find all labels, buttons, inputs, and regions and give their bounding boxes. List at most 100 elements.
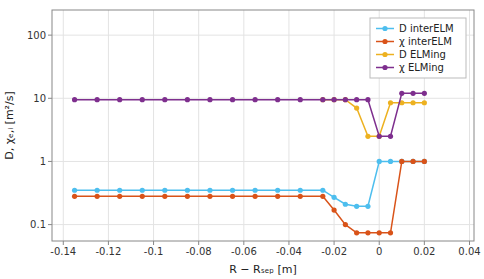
x-grid-line xyxy=(153,10,154,241)
legend-label: χ interELM xyxy=(399,36,452,47)
series-point xyxy=(72,188,77,193)
series-point xyxy=(354,97,359,102)
series-point xyxy=(388,100,393,105)
series-point xyxy=(95,188,100,193)
legend-label: D interELM xyxy=(399,23,454,34)
x-grid-line xyxy=(243,10,244,241)
series-point xyxy=(377,230,382,235)
x-grid-line xyxy=(108,10,109,241)
series-point xyxy=(230,188,235,193)
series-point xyxy=(253,194,258,199)
series-point xyxy=(331,97,336,102)
x-tick-label: -0.14 xyxy=(50,246,76,257)
series xyxy=(72,159,427,209)
series-point xyxy=(343,97,348,102)
y-grid-line xyxy=(52,98,474,99)
series-point xyxy=(399,159,404,164)
series-point xyxy=(354,105,359,110)
series-point xyxy=(253,97,258,102)
series-point xyxy=(275,188,280,193)
series-point xyxy=(298,194,303,199)
series-point xyxy=(207,188,212,193)
series-point xyxy=(331,195,336,200)
series-point xyxy=(388,230,393,235)
x-tick xyxy=(63,241,64,245)
series-point xyxy=(72,194,77,199)
series-point xyxy=(95,194,100,199)
series-point xyxy=(207,194,212,199)
y-tick xyxy=(48,224,52,225)
y-tick-label: 100 xyxy=(27,30,46,41)
series-point xyxy=(388,134,393,139)
x-tick-label: 0 xyxy=(376,246,382,257)
series-point xyxy=(365,204,370,209)
x-tick xyxy=(424,241,425,245)
grid xyxy=(52,10,474,241)
series xyxy=(72,91,427,139)
y-tick xyxy=(48,161,52,162)
series-point xyxy=(230,194,235,199)
x-tick xyxy=(334,241,335,245)
x-tick-label: -0.02 xyxy=(321,246,347,257)
legend-marker xyxy=(382,26,387,31)
series-point xyxy=(117,194,122,199)
series-point xyxy=(95,97,100,102)
y-tick xyxy=(48,98,52,99)
series-point xyxy=(275,194,280,199)
series-line xyxy=(75,161,425,206)
legend-label: χ ELMing xyxy=(399,62,444,73)
legend-marker xyxy=(382,39,387,44)
x-tick-label: -0.04 xyxy=(276,246,302,257)
series-point xyxy=(253,188,258,193)
series xyxy=(72,159,427,236)
series-point xyxy=(410,91,415,96)
series-line xyxy=(75,161,425,232)
legend-marker xyxy=(382,65,387,70)
series-point xyxy=(377,159,382,164)
series-point xyxy=(117,188,122,193)
x-tick xyxy=(198,241,199,245)
x-tick xyxy=(153,241,154,245)
series-point xyxy=(298,97,303,102)
x-grid-line xyxy=(469,10,470,241)
series-point xyxy=(410,100,415,105)
series-point xyxy=(185,188,190,193)
plot-area xyxy=(72,91,427,236)
y-axis-label: D, χₑ,ᵢ [m²/s] xyxy=(3,91,16,160)
series-point xyxy=(320,194,325,199)
series-point xyxy=(410,159,415,164)
series-point xyxy=(331,207,336,212)
series-point xyxy=(377,134,382,139)
series-point xyxy=(365,230,370,235)
series-point xyxy=(354,204,359,209)
series-point xyxy=(230,97,235,102)
x-tick xyxy=(243,241,244,245)
legend-marker xyxy=(382,52,387,57)
x-tick-label: -0.06 xyxy=(231,246,257,257)
legend-box xyxy=(370,18,466,78)
series-point xyxy=(377,134,382,139)
y-tick-label: 10 xyxy=(33,93,46,104)
series-point xyxy=(343,202,348,207)
x-grid-line xyxy=(63,10,64,241)
x-tick xyxy=(379,241,380,245)
chart: -0.14-0.12-0.1-0.08-0.06-0.04-0.0200.020… xyxy=(0,0,484,279)
series-point xyxy=(320,188,325,193)
series-point xyxy=(162,97,167,102)
legend: D interELMχ interELMD ELMingχ ELMing xyxy=(370,18,466,78)
series-point xyxy=(207,97,212,102)
x-tick-label: -0.08 xyxy=(186,246,212,257)
series-point xyxy=(275,97,280,102)
series-point xyxy=(388,159,393,164)
series-point xyxy=(298,188,303,193)
y-tick-label: 1 xyxy=(40,156,46,167)
axes: -0.14-0.12-0.1-0.08-0.06-0.04-0.0200.020… xyxy=(27,30,481,257)
series-line xyxy=(75,93,425,136)
series-point xyxy=(331,97,336,102)
x-grid-line xyxy=(198,10,199,241)
y-tick xyxy=(48,35,52,36)
y-tick-label: 0.1 xyxy=(30,219,46,230)
series-point xyxy=(343,97,348,102)
series-point xyxy=(343,222,348,227)
x-axis-label: R − Rₛₑₚ [m] xyxy=(229,263,297,276)
